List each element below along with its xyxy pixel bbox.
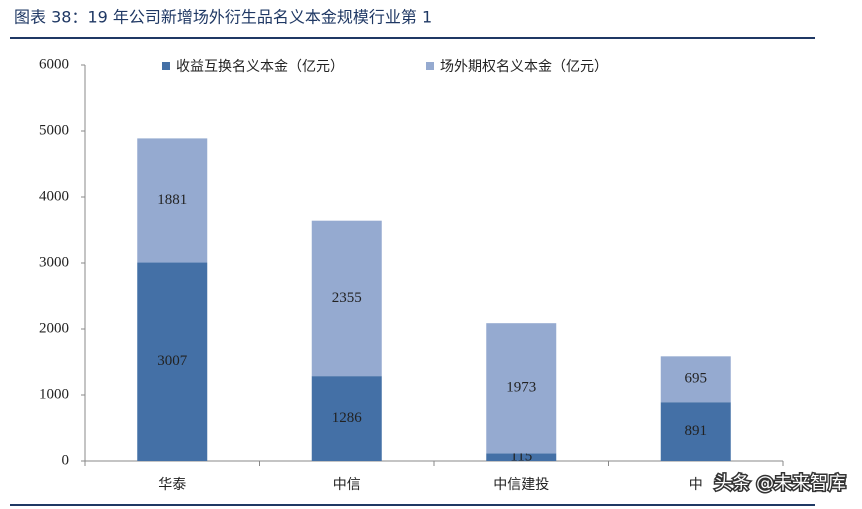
value-label: 1286 — [332, 410, 363, 426]
value-label: 695 — [685, 371, 708, 387]
chart-title: 图表 38：19 年公司新增场外衍生品名义本金规模行业第 1 — [14, 8, 432, 27]
bar-segment — [137, 138, 208, 263]
legend-label: 收益互换名义本金（亿元） — [176, 58, 344, 75]
bar-segment — [486, 453, 557, 461]
x-tick-label: 华泰 — [158, 477, 186, 493]
bar-segment — [311, 376, 382, 461]
legend-label: 场外期权名义本金（亿元） — [440, 59, 608, 75]
value-label: 3007 — [157, 353, 188, 369]
y-tick-label: 5000 — [39, 122, 69, 138]
y-tick-label: 4000 — [39, 188, 69, 204]
x-tick-label: 中信 — [333, 477, 361, 493]
value-label: 2355 — [332, 290, 362, 306]
bar-segment — [137, 262, 208, 461]
value-label: 1973 — [506, 380, 536, 396]
value-label: 891 — [685, 423, 708, 439]
y-tick-label: 0 — [62, 452, 70, 468]
y-tick-label: 3000 — [39, 254, 69, 270]
bar-segment — [486, 323, 557, 454]
legend-swatch — [426, 62, 434, 70]
y-tick-label: 2000 — [39, 320, 69, 336]
legend-swatch — [162, 62, 170, 70]
y-tick-label: 6000 — [39, 56, 69, 72]
bar-segment — [660, 402, 731, 461]
x-tick-label: 中 — [689, 477, 703, 493]
bar-segment — [311, 220, 382, 377]
value-label: 1881 — [157, 192, 187, 208]
x-tick-label: 中信建投 — [493, 477, 549, 493]
bar-segment — [660, 356, 731, 403]
watermark: 头条 @未来智库 — [714, 473, 846, 494]
y-tick-label: 1000 — [39, 386, 69, 402]
